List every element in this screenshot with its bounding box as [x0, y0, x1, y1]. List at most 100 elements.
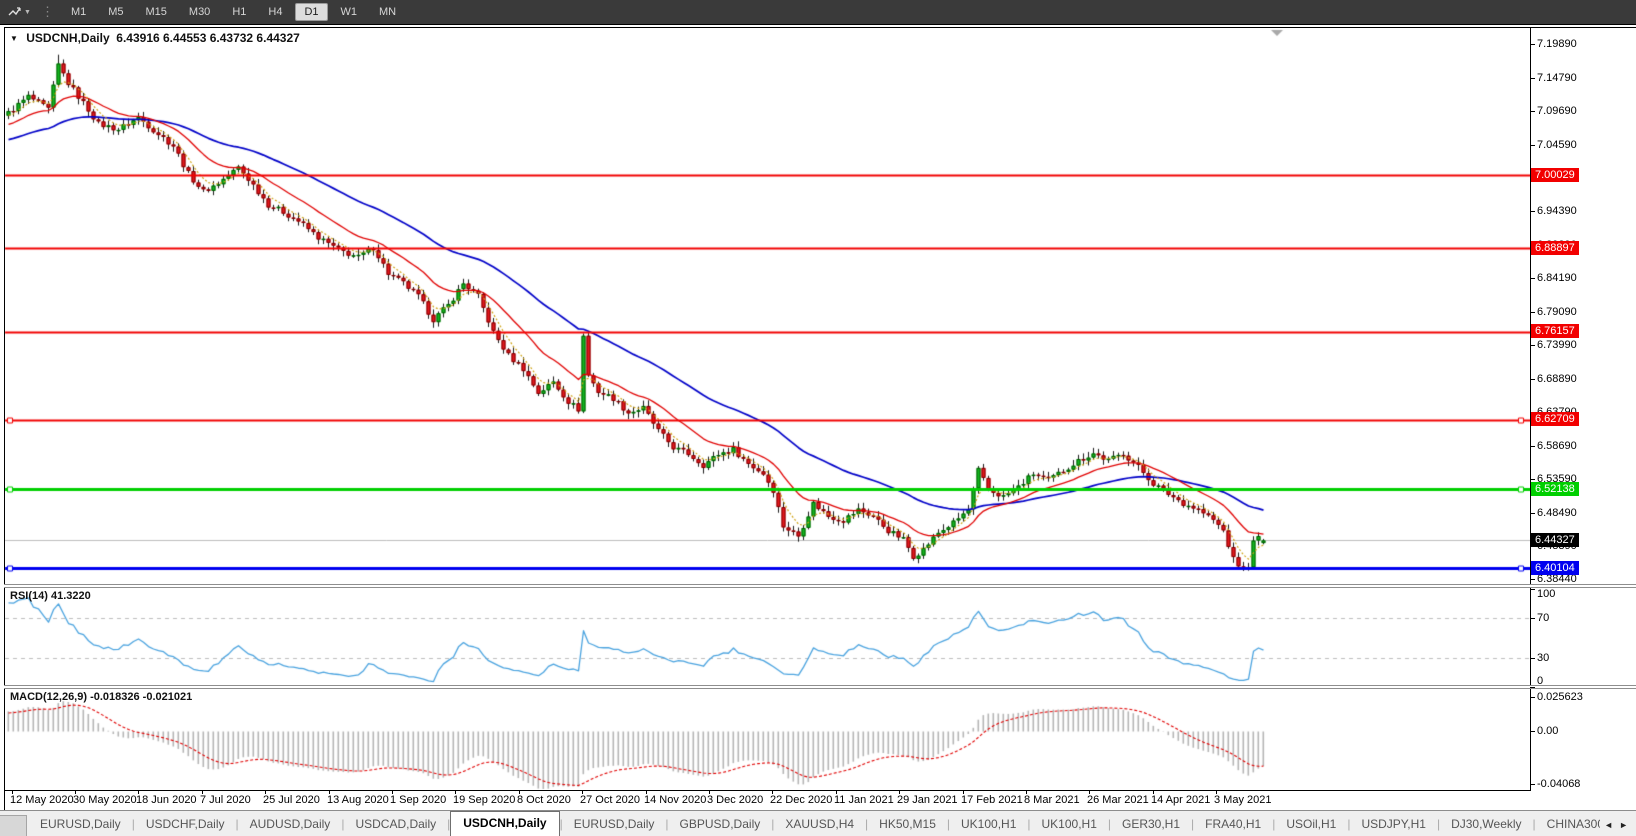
macd-tick-label: -0.04068 — [1537, 778, 1581, 790]
tab-separator: | — [341, 817, 345, 831]
symbol-period-label: USDCNH,Daily — [26, 31, 110, 45]
chart-tab-usdcnh-daily[interactable]: USDCNH,Daily — [450, 811, 560, 836]
chart-tab-uk100-h1[interactable]: UK100,H1 — [961, 817, 1017, 831]
price-tick-mark — [1530, 145, 1535, 146]
chart-tab-uk100-h1[interactable]: UK100,H1 — [1041, 817, 1097, 831]
timeframe-m1[interactable]: M1 — [70, 6, 87, 18]
tab-separator: | — [131, 817, 135, 831]
date-tick-label: 3 Dec 2020 — [707, 794, 764, 806]
price-tick-label: 7.14790 — [1537, 72, 1577, 84]
date-tick-mark — [772, 790, 773, 794]
rsi-tick-label: 70 — [1537, 612, 1550, 624]
price-tick-label: 6.58690 — [1537, 440, 1577, 452]
chart-tab-usdchf-daily[interactable]: USDCHF,Daily — [145, 817, 225, 831]
price-level-label: 6.52138 — [1531, 482, 1579, 496]
date-tick-label: 7 Jul 2020 — [200, 794, 251, 806]
price-level-label: 6.44327 — [1531, 533, 1579, 547]
date-tick-mark — [1153, 790, 1154, 794]
price-tick-label: 7.04590 — [1537, 139, 1577, 151]
chart-tab-xauusd-h4[interactable]: XAUUSD,H4 — [785, 817, 855, 831]
dropdown-caret-icon[interactable]: ▼ — [24, 8, 31, 16]
price-level-label: 6.62709 — [1531, 412, 1579, 426]
chart-tab-hk50-m15[interactable]: HK50,M15 — [879, 817, 936, 831]
chart-tab-gbpusd-daily[interactable]: GBPUSD,Daily — [679, 817, 761, 831]
chart-frame-top — [4, 27, 1636, 28]
timeframe-w1[interactable]: W1 — [340, 6, 358, 18]
date-tick-label: 12 May 2020 — [10, 794, 74, 806]
price-axis-line[interactable] — [1530, 27, 1531, 790]
price-tick-label: 6.79090 — [1537, 306, 1577, 318]
date-tick-label: 18 Jun 2020 — [136, 794, 197, 806]
date-tick-mark — [392, 790, 393, 794]
tab-separator: | — [559, 817, 563, 831]
date-tick-label: 30 May 2020 — [73, 794, 137, 806]
tab-separator: | — [1347, 817, 1351, 831]
timeframe-toolbar: M1 M5 M15 M30 H1 H4 D1 W1 MN — [62, 3, 405, 21]
tabs-scroll-right-icon[interactable]: ► — [1619, 820, 1628, 830]
chart-tab-audusd-daily[interactable]: AUDUSD,Daily — [249, 817, 331, 831]
toolbar-grip-icon[interactable]: ⋮ — [40, 4, 54, 19]
date-tick-mark — [455, 790, 456, 794]
tabbar-stub — [0, 815, 27, 836]
chart-tab-usoil-h1[interactable]: USOil,H1 — [1286, 817, 1337, 831]
date-tick-mark — [709, 790, 710, 794]
timeframe-m30[interactable]: M30 — [188, 6, 211, 18]
price-tick-label: 7.19890 — [1537, 38, 1577, 50]
date-tick-mark — [836, 790, 837, 794]
price-tick-label: 6.73990 — [1537, 339, 1577, 351]
rsi-tick-label: 100 — [1537, 588, 1556, 600]
tab-separator: | — [865, 817, 869, 831]
rsi-tick-mark — [1530, 589, 1535, 590]
chart-tabs: EURUSD,Daily | USDCHF,Daily | AUDUSD,Daily | U… — [29, 811, 1600, 836]
date-tick-label: 17 Feb 2021 — [961, 794, 1023, 806]
date-tick-label: 29 Jan 2021 — [897, 794, 958, 806]
timeframe-h4[interactable]: H4 — [268, 6, 283, 18]
price-tick-label: 6.94390 — [1537, 205, 1577, 217]
date-tick-label: 13 Aug 2020 — [327, 794, 389, 806]
chart-tab-eurusd-daily[interactable]: EURUSD,Daily — [573, 817, 655, 831]
date-tick-label: 14 Apr 2021 — [1151, 794, 1211, 806]
rsi-tick-mark — [1530, 687, 1535, 688]
rsi-tick-label: 0 — [1537, 675, 1544, 687]
crosshair-icon[interactable] — [4, 3, 24, 21]
chart-tab-eurusd-daily[interactable]: EURUSD,Daily — [40, 817, 121, 831]
macd-tick-mark — [1530, 731, 1535, 732]
chart-tab-fra40-h1[interactable]: FRA40,H1 — [1205, 817, 1262, 831]
macd-tick-mark — [1530, 697, 1535, 698]
collapse-arrow-icon[interactable]: ▼ — [10, 34, 18, 43]
chart-tab-usdcad-daily[interactable]: USDCAD,Daily — [355, 817, 437, 831]
time-axis-line[interactable] — [4, 790, 1531, 791]
date-tick-label: 3 May 2021 — [1214, 794, 1272, 806]
chart-title: ▼ USDCNH,Daily 6.43916 6.44553 6.43732 6… — [10, 31, 300, 45]
chart-tab-dj30-weekly[interactable]: DJ30,Weekly — [1451, 817, 1522, 831]
price-tick-mark — [1530, 345, 1535, 346]
tabs-scroll-left-icon[interactable]: ◄ — [1604, 820, 1614, 830]
date-tick-label: 8 Mar 2021 — [1024, 794, 1080, 806]
pane-separator-rsi[interactable] — [4, 584, 1636, 588]
chart-tab-usdjpy-h1[interactable]: USDJPY,H1 — [1361, 817, 1426, 831]
rsi-tick-mark — [1530, 618, 1535, 619]
tab-separator: | — [1107, 817, 1111, 831]
price-level-label: 6.76157 — [1531, 324, 1579, 338]
chart-canvas[interactable] — [4, 26, 1530, 790]
timeframe-m15[interactable]: M15 — [145, 6, 167, 18]
chart-tab-china300-h1[interactable]: CHINA300,H1 — [1546, 817, 1600, 831]
date-tick-label: 19 Sep 2020 — [453, 794, 516, 806]
date-tick-mark — [329, 790, 330, 794]
timeframe-mn[interactable]: MN — [379, 6, 397, 18]
timeframe-h1[interactable]: H1 — [232, 6, 247, 18]
tab-separator: | — [1191, 817, 1195, 831]
chart-frame-left — [4, 27, 5, 810]
price-tick-label: 6.48490 — [1537, 507, 1577, 519]
price-tick-mark — [1530, 446, 1535, 447]
rsi-indicator-label: RSI(14) 41.3220 — [10, 590, 91, 602]
timeframe-m5[interactable]: M5 — [108, 6, 124, 18]
price-level-label: 6.88897 — [1531, 241, 1579, 255]
pane-separator-macd[interactable] — [4, 685, 1636, 689]
price-tick-mark — [1530, 78, 1535, 79]
chart-tab-ger30-h1[interactable]: GER30,H1 — [1122, 817, 1181, 831]
timeframe-d1[interactable]: D1 — [295, 3, 328, 21]
date-tick-label: 26 Mar 2021 — [1087, 794, 1149, 806]
top-toolbar: ▼ ⋮ M1 M5 M15 M30 H1 H4 D1 W1 MN — [0, 0, 1636, 25]
